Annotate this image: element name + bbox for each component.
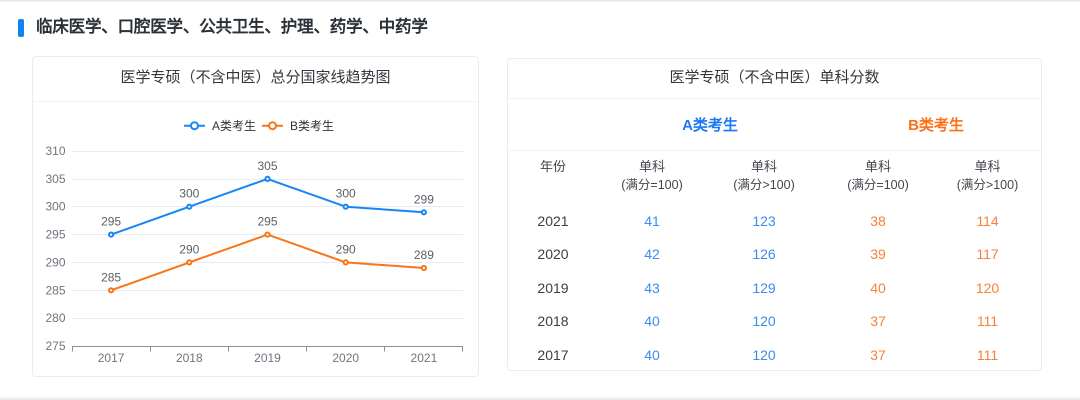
svg-text:295: 295 [45, 228, 65, 242]
svg-text:2019: 2019 [254, 351, 281, 365]
svg-text:290: 290 [45, 255, 65, 269]
svg-text:2017: 2017 [98, 351, 125, 365]
svg-text:295: 295 [101, 215, 121, 229]
svg-text:299: 299 [414, 192, 434, 206]
svg-text:2020: 2020 [332, 351, 359, 365]
svg-text:300: 300 [45, 200, 65, 214]
svg-text:2018: 2018 [176, 351, 203, 365]
svg-text:285: 285 [45, 283, 65, 297]
svg-text:290: 290 [336, 242, 356, 256]
svg-text:A类考生: A类考生 [212, 119, 256, 133]
svg-text:300: 300 [179, 187, 199, 201]
svg-text:310: 310 [45, 144, 65, 158]
svg-text:285: 285 [101, 270, 121, 284]
svg-text:295: 295 [257, 215, 277, 229]
svg-text:275: 275 [45, 339, 65, 353]
svg-text:305: 305 [257, 159, 277, 173]
svg-text:290: 290 [179, 242, 199, 256]
svg-text:280: 280 [45, 311, 65, 325]
svg-text:305: 305 [45, 172, 65, 186]
svg-text:2021: 2021 [411, 351, 438, 365]
svg-text:B类考生: B类考生 [290, 119, 334, 133]
svg-text:300: 300 [336, 187, 356, 201]
svg-text:289: 289 [414, 248, 434, 262]
